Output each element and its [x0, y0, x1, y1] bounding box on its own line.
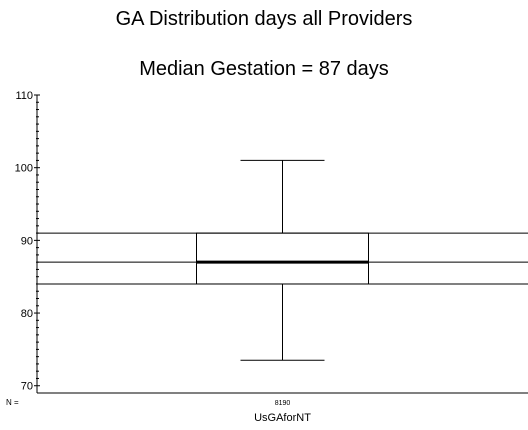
y-tick-label: 110 [15, 90, 33, 102]
n-label: N = [6, 398, 19, 407]
x-category-label: UsGAforNT [254, 412, 311, 424]
y-tick-label: 90 [21, 235, 33, 247]
n-value: 8190 [275, 400, 291, 407]
y-tick-label: 70 [21, 381, 33, 393]
iqr-box [196, 232, 369, 285]
chart-title: GA Distribution days all Providers [115, 8, 413, 30]
y-tick-label: 100 [15, 163, 33, 175]
y-tick-label: 80 [21, 308, 33, 320]
chart-subtitle: Median Gestation = 87 days [139, 58, 389, 80]
